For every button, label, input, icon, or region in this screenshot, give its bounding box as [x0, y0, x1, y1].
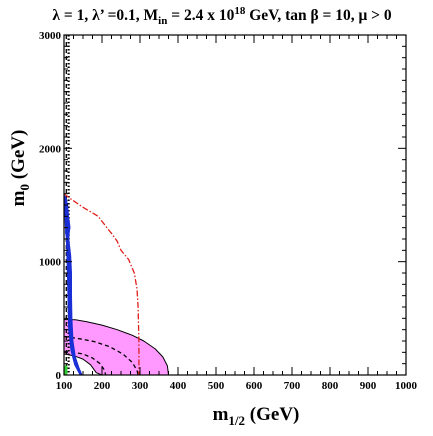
x-tick-label: 600 [246, 380, 263, 392]
series-red_dot_dash [64, 193, 140, 375]
plot-frame [63, 34, 407, 376]
plot-area [64, 35, 169, 375]
x-tick-label: 800 [322, 380, 339, 392]
x-tick-label: 1000 [395, 380, 418, 392]
y-axis-label-sub: 0 [17, 184, 32, 191]
series-pink_region [64, 319, 169, 375]
y-tick-label: 1000 [39, 257, 62, 269]
series-green_strip [64, 365, 68, 375]
title-lambda: λ = 1, λ’ =0.1, M [52, 7, 158, 24]
series-dashed_curve_inner [64, 335, 139, 375]
y-tick-label: 3000 [39, 30, 62, 42]
y-axis-label: m0 (GeV) [8, 130, 32, 207]
series-group [64, 35, 169, 375]
x-tick-label: 700 [284, 380, 301, 392]
x-tick-label: 100 [56, 380, 73, 392]
title-exp: 18 [234, 5, 246, 17]
x-axis-label-sub: 1/2 [228, 413, 245, 428]
y-tick-label: 2000 [39, 143, 62, 155]
x-tick-label: 200 [94, 380, 111, 392]
axis-ticks: 100 200 300 400 500 600 700 800 900 1000 0 1000 2000… [39, 30, 418, 392]
title-in-sub: in [158, 15, 167, 27]
x-tick-label: 400 [170, 380, 187, 392]
x-tick-label: 500 [208, 380, 225, 392]
x-axis-label-unit: (GeV) [245, 404, 299, 425]
y-axis-label-main: m [8, 190, 29, 206]
x-axis-label: m1/2 (GeV) [213, 404, 300, 428]
chart-title: λ = 1, λ’ =0.1, Min = 2.4 x 1018 GeV, ta… [52, 5, 391, 27]
x-tick-label: 900 [360, 380, 377, 392]
x-axis-label-main: m [213, 404, 229, 425]
title-mid: = 2.4 x 10 [167, 7, 234, 24]
y-tick-label: 0 [56, 370, 62, 382]
y-axis-label-unit: (GeV) [8, 130, 29, 184]
frame-rect [63, 34, 407, 376]
x-tick-label: 300 [132, 380, 149, 392]
title-tail: GeV, tan β = 10, μ > 0 [245, 7, 392, 24]
